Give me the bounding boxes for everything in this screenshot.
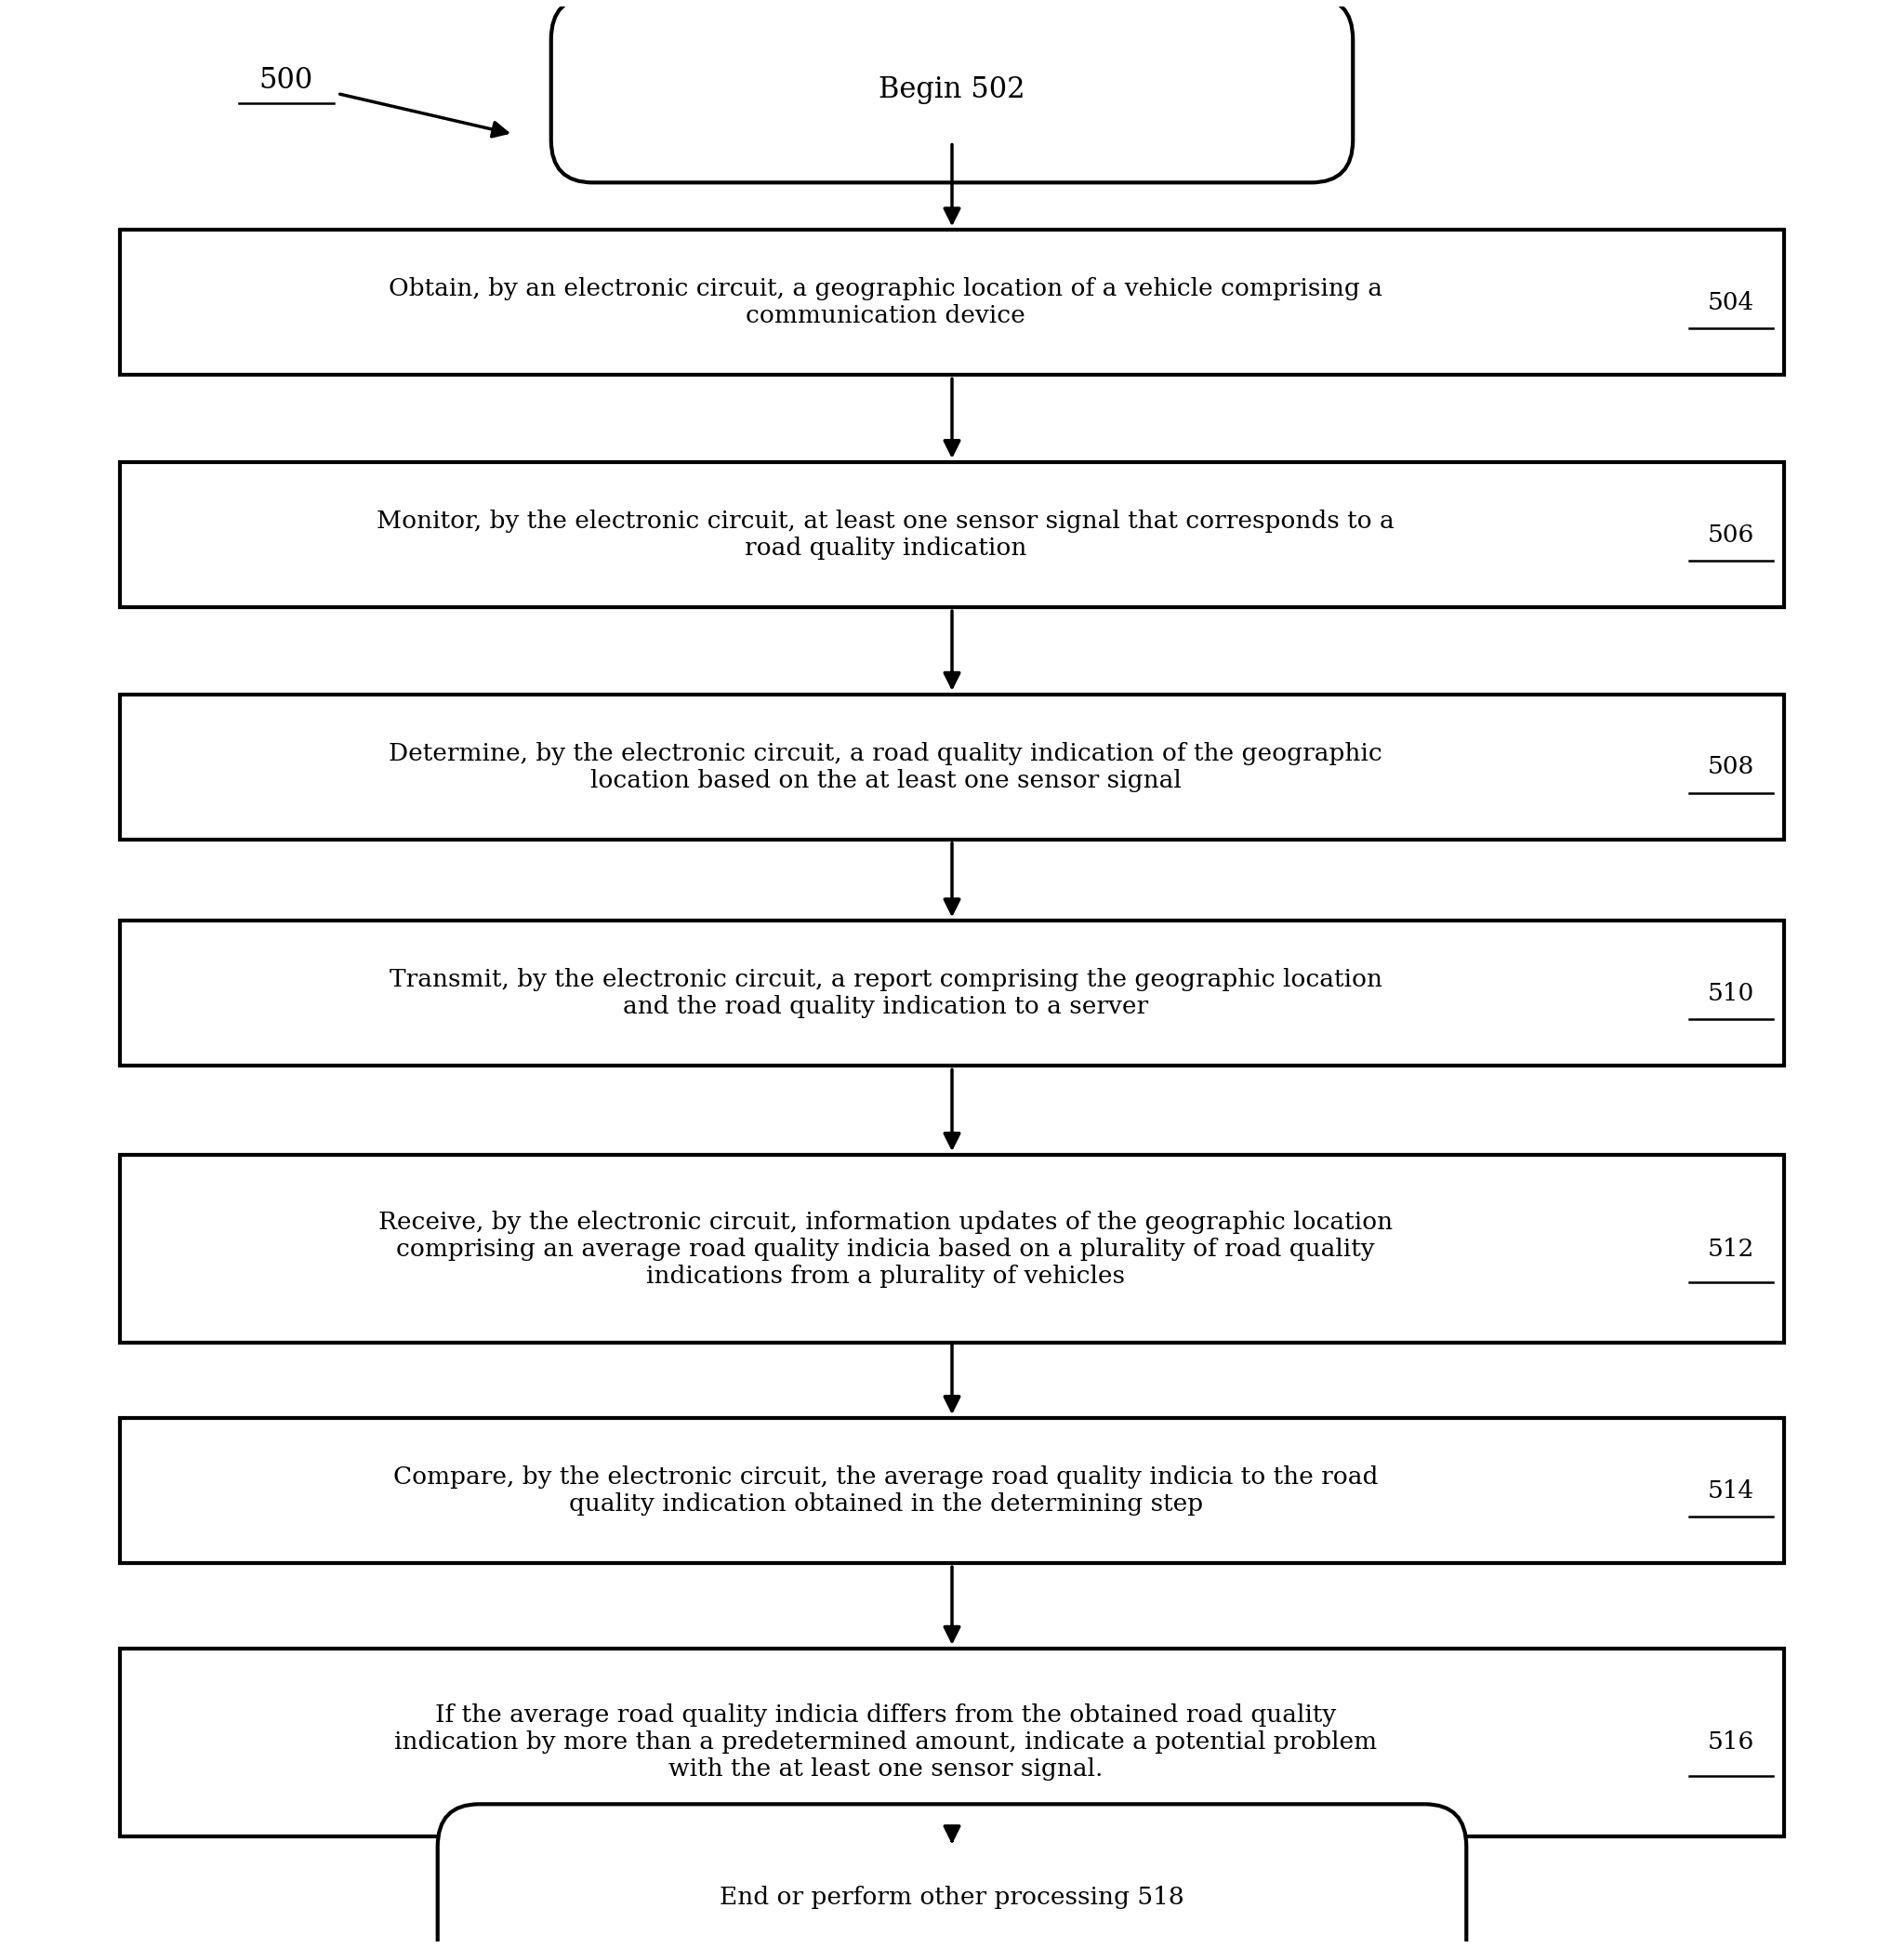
FancyBboxPatch shape: [120, 1418, 1784, 1562]
FancyBboxPatch shape: [120, 921, 1784, 1066]
Text: Monitor, by the electronic circuit, at least one sensor signal that corresponds : Monitor, by the electronic circuit, at l…: [377, 510, 1396, 559]
FancyBboxPatch shape: [120, 462, 1784, 608]
Text: 512: 512: [1708, 1237, 1755, 1260]
Text: Transmit, by the electronic circuit, a report comprising the geographic location: Transmit, by the electronic circuit, a r…: [388, 968, 1382, 1019]
FancyBboxPatch shape: [120, 1648, 1784, 1837]
FancyBboxPatch shape: [120, 1155, 1784, 1342]
Text: 506: 506: [1708, 524, 1754, 545]
FancyBboxPatch shape: [438, 1804, 1466, 1948]
Text: Determine, by the electronic circuit, a road quality indication of the geographi: Determine, by the electronic circuit, a …: [388, 742, 1382, 793]
FancyBboxPatch shape: [550, 0, 1354, 183]
Text: 516: 516: [1708, 1730, 1754, 1753]
Text: If the average road quality indicia differs from the obtained road quality
indic: If the average road quality indicia diff…: [394, 1704, 1377, 1780]
FancyBboxPatch shape: [120, 693, 1784, 840]
Text: Compare, by the electronic circuit, the average road quality indicia to the road: Compare, by the electronic circuit, the …: [394, 1465, 1378, 1516]
Text: Receive, by the electronic circuit, information updates of the geographic locati: Receive, by the electronic circuit, info…: [379, 1210, 1394, 1288]
Text: Begin 502: Begin 502: [880, 76, 1024, 103]
Text: 504: 504: [1708, 290, 1754, 314]
Text: Obtain, by an electronic circuit, a geographic location of a vehicle comprising : Obtain, by an electronic circuit, a geog…: [388, 277, 1382, 327]
Text: End or perform other processing 518: End or perform other processing 518: [720, 1886, 1184, 1909]
FancyBboxPatch shape: [120, 230, 1784, 376]
Text: 508: 508: [1708, 756, 1754, 779]
Text: 514: 514: [1708, 1479, 1754, 1502]
Text: 500: 500: [259, 66, 314, 94]
Text: 510: 510: [1708, 982, 1754, 1005]
